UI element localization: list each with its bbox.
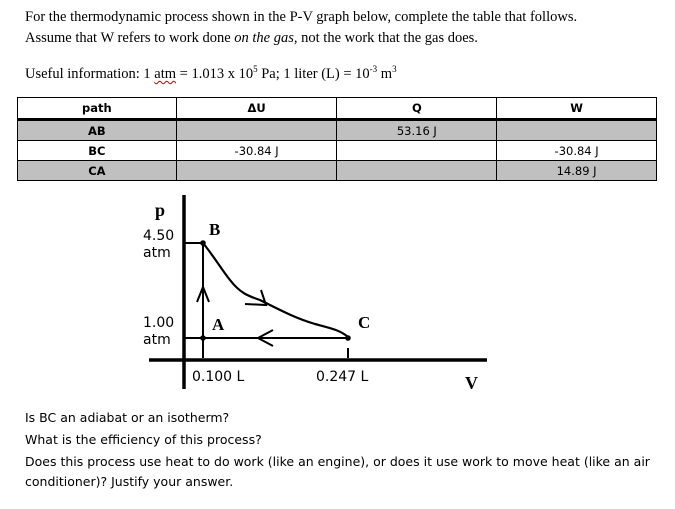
table-row: BC -30.84 J -30.84 J (17, 140, 657, 161)
cell-delta-u[interactable] (175, 119, 338, 141)
cell-w[interactable]: 14.89 J (496, 160, 657, 181)
y-tick-value: 4.50 (143, 228, 175, 244)
y-tick-label-4-50: 4.50 atm (143, 228, 174, 262)
cell-path: BC (17, 140, 177, 161)
cell-delta-u[interactable]: -30.84 J (175, 140, 338, 161)
cell-q[interactable]: 53.16 J (336, 119, 498, 141)
point-label-b: B (209, 220, 221, 239)
table-row: CA 14.89 J (17, 160, 657, 181)
question-1: Is BC an adiabat or an isotherm? (25, 410, 230, 425)
cell-delta-u[interactable] (175, 160, 338, 181)
useful-info-label: Useful information: 1 (25, 66, 155, 82)
path-bc (202, 242, 349, 338)
point-label-c: C (358, 313, 371, 332)
energy-table: path ΔU Q W AB 53.16 J BC -30.84 J -30.8… (17, 97, 657, 181)
useful-info-text: = 1.013 x 10 (176, 66, 254, 82)
y-tick-label-1-00: 1.00 atm (143, 315, 174, 349)
intro-line-2-start: Assume that W refers to work done (25, 30, 235, 46)
cell-w[interactable] (496, 119, 657, 141)
question-2: What is the efficiency of this process? (25, 432, 262, 447)
question-3-continued: conditioner)? Justify your answer. (25, 474, 234, 489)
point-label-a: A (212, 315, 225, 334)
useful-info-text: m (377, 66, 393, 82)
intro-line-2-end: , not the work that the gas does. (293, 30, 478, 46)
y-tick-unit: atm (143, 332, 171, 348)
cell-path: CA (17, 160, 177, 181)
x-tick-label-0-100: 0.100 L (192, 369, 245, 385)
intro-line-1: For the thermodynamic process shown in t… (25, 9, 578, 25)
exponent: -3 (369, 64, 378, 74)
useful-information: Useful information: 1 atm = 1.013 x 105 … (25, 64, 397, 83)
intro-line-2: Assume that W refers to work done on the… (25, 30, 478, 47)
cell-q[interactable] (336, 160, 498, 181)
header-delta-u: ΔU (175, 97, 338, 121)
point-a (200, 335, 206, 341)
cell-path: AB (17, 119, 177, 141)
y-tick-value: 1.00 (143, 315, 175, 331)
exponent: 3 (392, 64, 397, 74)
x-axis-label: V (465, 373, 478, 393)
header-path: path (17, 97, 177, 121)
table-header-row: path ΔU Q W (17, 97, 657, 121)
spellcheck-word-atm: atm (154, 66, 177, 82)
arrow-left-icon (255, 329, 274, 347)
y-axis-label: p (155, 200, 166, 220)
arrow-up-icon (196, 284, 210, 303)
x-tick-label-0-247: 0.247 L (316, 369, 369, 385)
point-c (345, 335, 351, 341)
useful-info-text: Pa; 1 liter (L) = 10 (257, 66, 370, 82)
arrow-down-right-icon (244, 289, 268, 307)
table-row: AB 53.16 J (17, 119, 657, 141)
exponent: 5 (253, 64, 258, 74)
header-q: Q (336, 97, 498, 121)
header-w: W (496, 97, 657, 121)
cell-w[interactable]: -30.84 J (496, 140, 657, 161)
intro-line-2-emphasis: on the gas (234, 30, 294, 46)
y-tick-unit: atm (143, 245, 171, 261)
point-b (200, 240, 206, 246)
question-3: Does this process use heat to do work (l… (25, 454, 650, 469)
cell-q[interactable] (336, 140, 498, 161)
